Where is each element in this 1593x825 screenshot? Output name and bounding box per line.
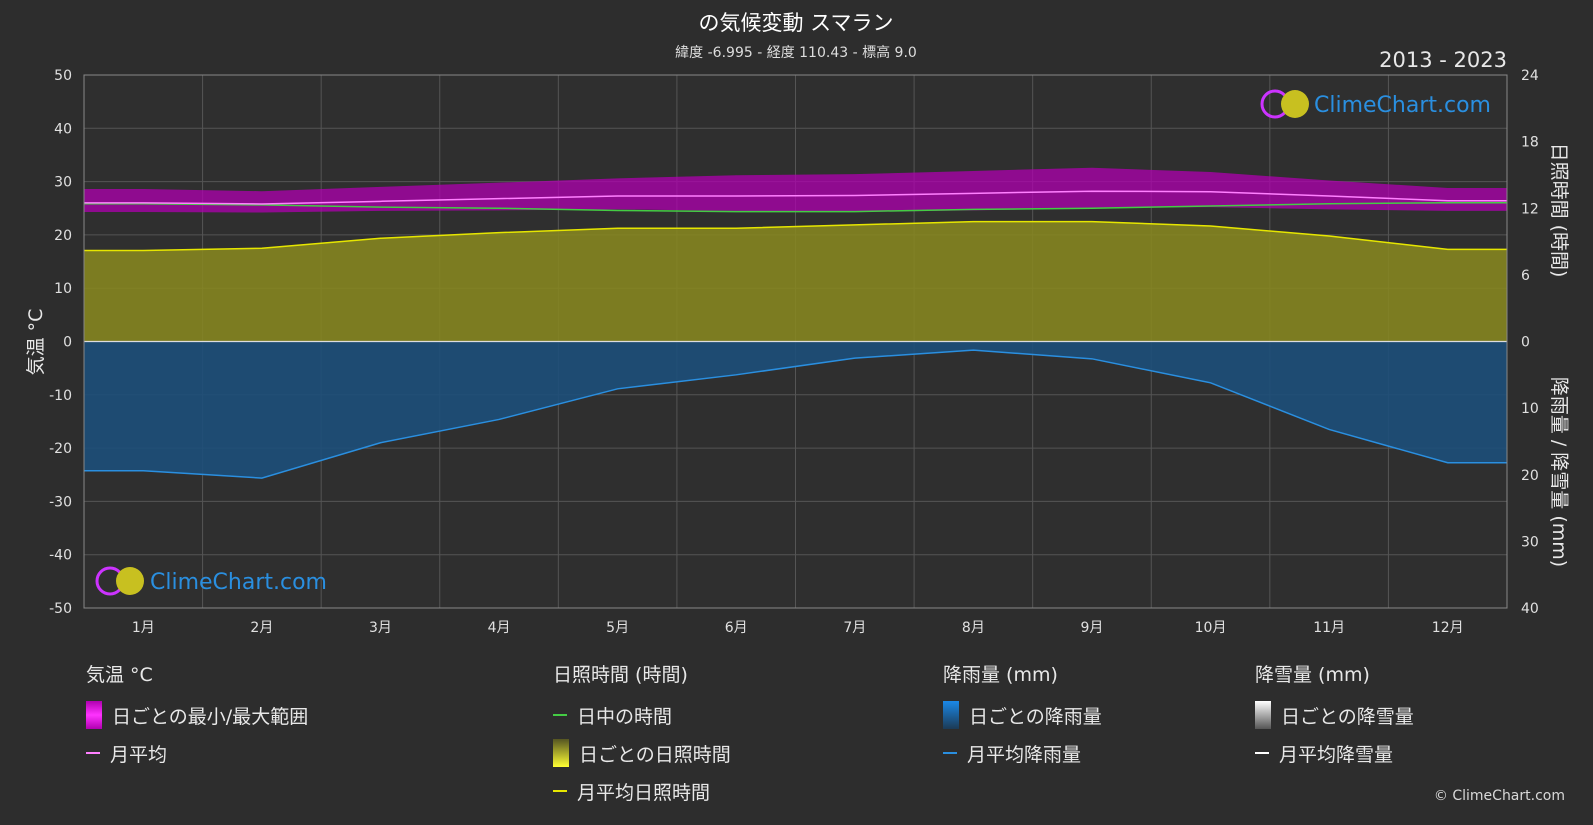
watermark-top: ClimeChart.com	[1260, 89, 1491, 119]
y-left-tick: 0	[63, 335, 72, 351]
y-left-tick: 50	[54, 68, 72, 84]
legend-label: 日ごとの降雪量	[1281, 705, 1414, 728]
legend-snow-head: 降雪量 (mm)	[1255, 664, 1370, 686]
y-right-bottom-tick: 10	[1521, 401, 1539, 417]
y-left-tick: 30	[54, 175, 72, 191]
y-right-top-tick: 6	[1521, 268, 1530, 284]
rain-daily-swatch	[943, 701, 959, 729]
y-right-bottom-tick: 30	[1521, 534, 1539, 550]
legend-label: 日ごとの最小/最大範囲	[112, 705, 309, 728]
y-right-top-tick: 12	[1521, 201, 1539, 217]
legend-item: 月平均降雨量	[943, 734, 1102, 772]
y-left-tick: -30	[49, 494, 72, 510]
legend-label: 日ごとの日照時間	[579, 743, 731, 766]
watermark-text-top: ClimeChart.com	[1314, 93, 1491, 118]
legend-label: 日ごとの降雨量	[969, 705, 1102, 728]
chart-title: の気候変動 スマラン	[698, 11, 893, 35]
daylight-line	[84, 201, 1507, 213]
y-left-tick: -10	[49, 388, 72, 404]
y-left-tick: -40	[49, 548, 72, 564]
legend-item: 月平均降雪量	[1255, 734, 1414, 772]
sun-daily-swatch	[553, 739, 569, 767]
temp-range-swatch	[86, 701, 102, 729]
x-tick-label: 8月	[962, 620, 985, 636]
y-left-tick: -50	[49, 601, 72, 617]
copyright: © ClimeChart.com	[1433, 788, 1565, 804]
x-tick-label: 2月	[250, 620, 273, 636]
legend-label: 月平均降雨量	[967, 743, 1082, 766]
legend-label: 月平均	[110, 743, 168, 766]
legend-item: 月平均	[86, 734, 308, 772]
legend-temperature-head: 気温 °C	[86, 664, 153, 686]
legend-snow: 降雪量 (mm) 日ごとの降雪量 月平均降雪量	[1255, 660, 1414, 772]
sunshine-avg-line	[84, 220, 1507, 252]
rain-area	[84, 341, 1507, 479]
x-tick-label: 9月	[1080, 620, 1103, 636]
legend-sunshine-head: 日照時間 (時間)	[553, 664, 688, 686]
x-tick-label: 3月	[369, 620, 392, 636]
chart-subtitle: 緯度 -6.995 - 経度 110.43 - 標高 9.0	[675, 44, 917, 61]
y-right-bottom-tick: 40	[1521, 601, 1539, 617]
x-tick-label: 4月	[488, 620, 511, 636]
rain-avg-swatch	[943, 752, 957, 754]
y-left-tick: 20	[54, 228, 72, 244]
rain-avg-line	[84, 349, 1507, 479]
y-left-label: 気温 °C	[25, 309, 47, 376]
x-tick-label: 5月	[606, 620, 629, 636]
chart-period: 2013 - 2023	[1379, 48, 1507, 72]
legend-item: 日ごとの最小/最大範囲	[86, 696, 308, 734]
x-tick-label: 1月	[132, 620, 155, 636]
logo-sun-icon-2	[116, 567, 144, 595]
temp-range-band	[84, 167, 1507, 213]
snow-avg-swatch	[1255, 752, 1269, 754]
y-right-top-tick: 18	[1521, 135, 1539, 151]
x-tick-label: 11月	[1313, 620, 1345, 636]
legend-item: 日ごとの日照時間	[553, 734, 731, 772]
y-left-tick: 40	[54, 121, 72, 137]
y-right-top-tick: 24	[1521, 68, 1539, 84]
temp-avg-line	[84, 190, 1507, 205]
y-left-tick: -20	[49, 441, 72, 457]
legend-item: 日ごとの降雨量	[943, 696, 1102, 734]
temp-avg-swatch	[86, 752, 100, 754]
y-left-tick: 10	[54, 281, 72, 297]
x-tick-label: 6月	[725, 620, 748, 636]
legend-sunshine: 日照時間 (時間) 日中の時間 日ごとの日照時間 月平均日照時間	[553, 660, 731, 810]
legend-label: 月平均降雪量	[1279, 743, 1394, 766]
watermark-bottom: ClimeChart.com	[95, 566, 327, 596]
x-tick-label: 12月	[1432, 620, 1464, 636]
legend-label: 月平均日照時間	[577, 781, 711, 804]
y-right-bottom-tick: 20	[1521, 468, 1539, 484]
sunshine-area	[84, 221, 1507, 342]
legend-item: 日ごとの降雪量	[1255, 696, 1414, 734]
legend-rain-head: 降雨量 (mm)	[943, 664, 1058, 686]
climate-chart: の気候変動 スマラン 緯度 -6.995 - 経度 110.43 - 標高 9.…	[25, 11, 1570, 636]
y-right-top-label: 日照時間 (時間)	[1548, 143, 1570, 278]
plot-area: 50 40 30 20 10 0 -10 -20 -30 -40 -50 24 18 12 6 0 10 20 30…	[49, 68, 1539, 636]
legend-item: 月平均日照時間	[553, 772, 731, 810]
snow-daily-swatch	[1255, 701, 1271, 729]
legend-item: 日中の時間	[553, 696, 731, 734]
logo-sun-icon	[1281, 90, 1309, 118]
legend-label: 日中の時間	[577, 705, 673, 728]
sun-avg-swatch	[553, 790, 567, 792]
y-right-bottom-label: 降雨量 / 降雪量 (mm)	[1548, 377, 1570, 567]
legend-temperature: 気温 °C 日ごとの最小/最大範囲 月平均	[86, 660, 308, 772]
y-right-top-tick: 0	[1521, 335, 1530, 351]
x-tick-label: 7月	[843, 620, 866, 636]
daylight-swatch	[553, 714, 567, 716]
watermark-text-bottom: ClimeChart.com	[150, 570, 327, 595]
legend-rain: 降雨量 (mm) 日ごとの降雨量 月平均降雨量	[943, 660, 1102, 772]
plot-frame	[83, 74, 1508, 609]
x-tick-label: 10月	[1195, 620, 1227, 636]
